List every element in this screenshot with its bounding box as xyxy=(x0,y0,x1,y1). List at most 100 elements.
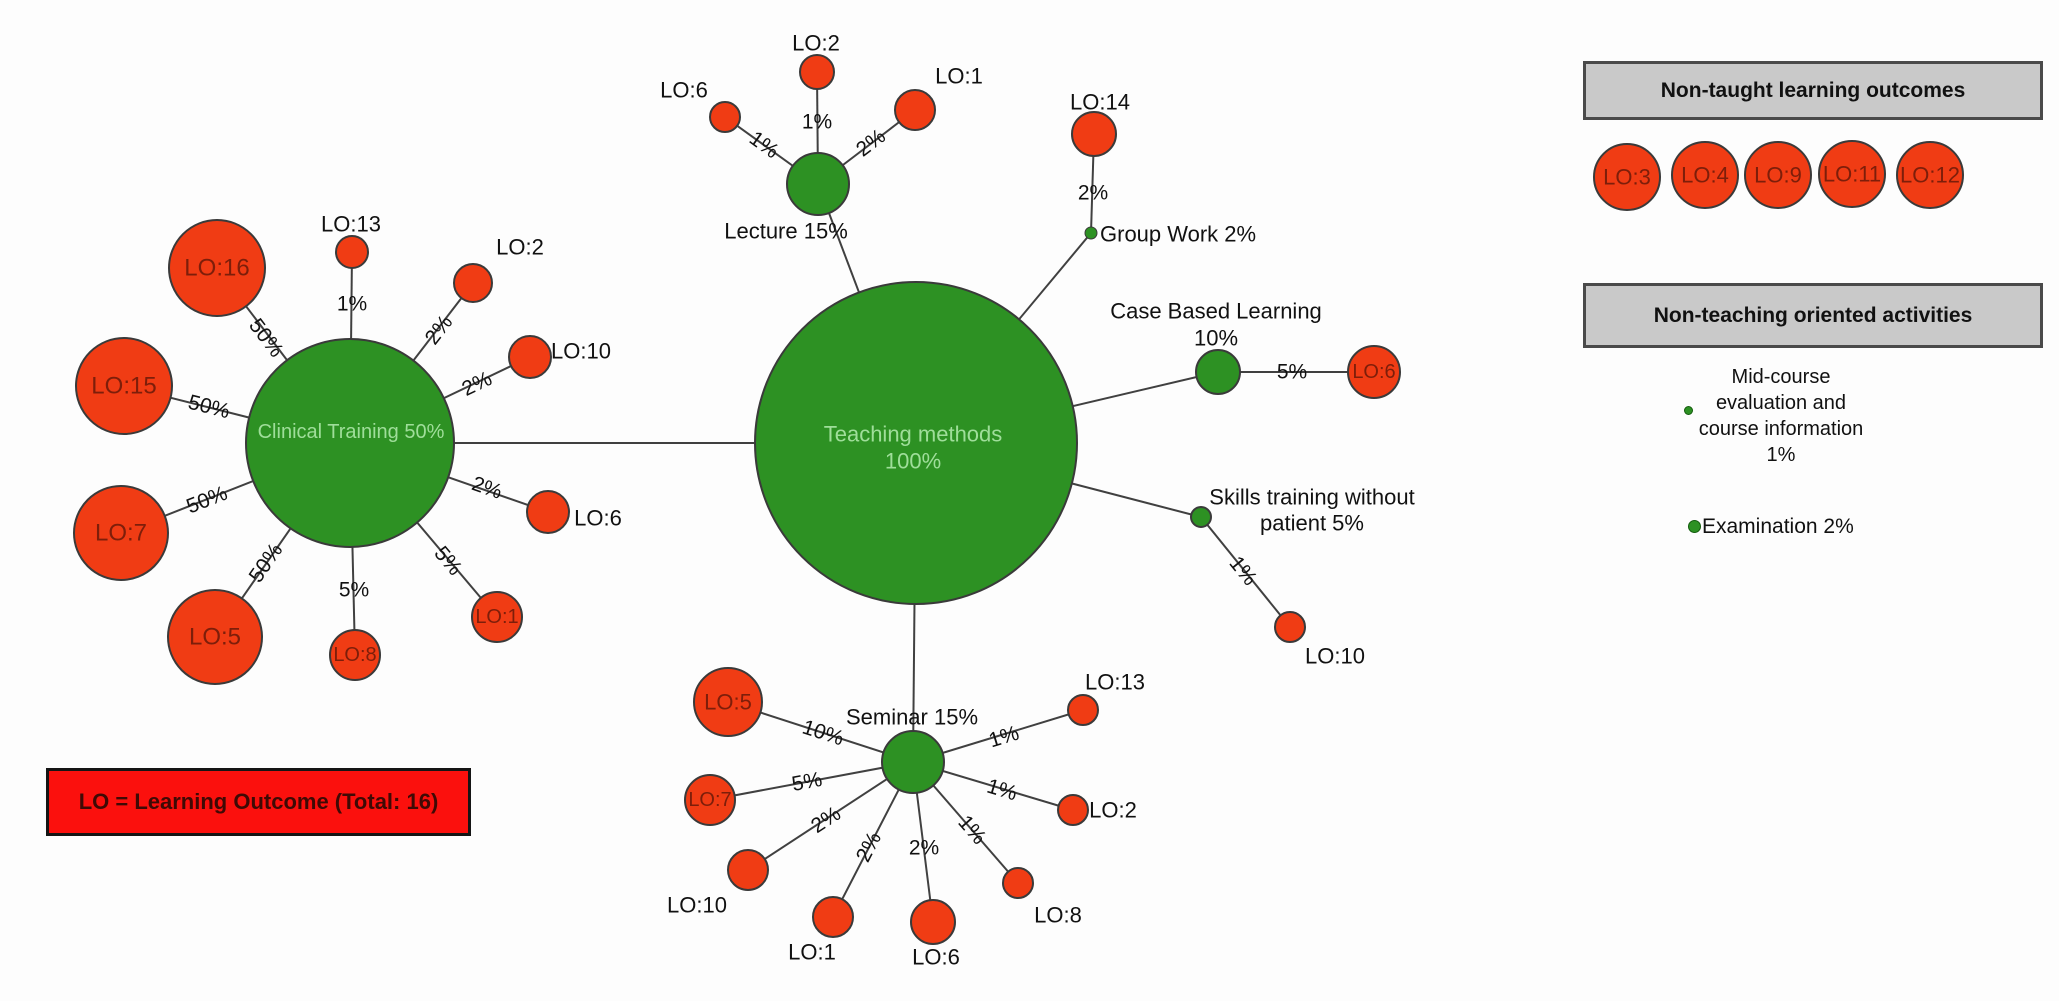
node-label-clinical-training: Clinical Training 50% xyxy=(258,421,445,443)
node-label-seminar-lo6: LO:6 xyxy=(912,945,960,970)
edge-label-clinical-training--clinical-lo10: 2% xyxy=(458,367,495,401)
node-label-nontaught-lo11: LO:11 xyxy=(1823,162,1881,187)
non-teaching-activities-title: Non-teaching oriented activities xyxy=(1653,303,1973,327)
node-label-nontaught-lo3: LO:3 xyxy=(1603,165,1651,190)
node-label-teaching-methods-1: Teaching methods xyxy=(824,422,1003,447)
node-label-seminar-lo13: LO:13 xyxy=(1085,670,1145,695)
edge-label-clinical-training--clinical-lo7: 50% xyxy=(183,482,231,519)
edge-label-lecture--lecture-lo1: 2% xyxy=(852,125,890,162)
node-label-skills-training-1: Skills training without xyxy=(1209,485,1414,510)
node-label-nontaught-lo9: LO:9 xyxy=(1754,163,1802,188)
edge-label-group-work--groupwork-lo14: 2% xyxy=(1078,182,1108,205)
edge-label-seminar--seminar-lo8: 1% xyxy=(953,811,990,849)
edge-seminar--seminar-lo7 xyxy=(709,761,914,801)
legend-text: LO = Learning Outcome (Total: 16) xyxy=(78,789,439,814)
node-label-cbl-lo6: LO:6 xyxy=(1352,361,1395,383)
node-lecture-lo6 xyxy=(709,101,741,133)
non-taught-outcomes-header: Non-taught learning outcomes xyxy=(1583,61,2043,120)
node-group-work xyxy=(1084,226,1098,240)
edge-label-seminar--seminar-lo13: 1% xyxy=(986,722,1022,753)
edge-label-seminar--seminar-lo6: 2% xyxy=(909,837,939,860)
non-taught-outcomes-title: Non-taught learning outcomes xyxy=(1660,78,1966,102)
midcourse-evaluation-label: Mid-course evaluation and course informa… xyxy=(1671,364,1891,468)
node-seminar-lo8 xyxy=(1002,867,1034,899)
node-cbl-lo6 xyxy=(1347,345,1401,399)
node-seminar xyxy=(881,730,945,794)
edge-seminar--seminar-lo10 xyxy=(747,761,914,871)
node-clinical-lo1 xyxy=(471,591,523,643)
node-label-teaching-methods-2: 100% xyxy=(885,449,941,474)
node-skills-training xyxy=(1190,506,1212,528)
node-label-lecture-lo1: LO:1 xyxy=(935,64,983,89)
edge-label-clinical-training--clinical-lo6: 2% xyxy=(469,472,505,504)
node-label-seminar-lo1: LO:1 xyxy=(788,940,836,965)
node-skills-lo10 xyxy=(1274,611,1306,643)
edge-label-seminar--seminar-lo5: 10% xyxy=(799,716,846,751)
node-clinical-lo2 xyxy=(453,263,493,303)
node-label-skills-training-2: patient 5% xyxy=(1260,511,1364,536)
node-clinical-training xyxy=(245,338,455,548)
node-seminar-lo10 xyxy=(727,849,769,891)
node-label-group-work: Group Work 2% xyxy=(1100,222,1256,247)
midcourse-evaluation-dot-icon xyxy=(1684,406,1693,415)
node-nontaught-lo3 xyxy=(1593,143,1661,211)
node-label-clinical-lo2: LO:2 xyxy=(496,235,544,260)
node-label-groupwork-lo14: LO:14 xyxy=(1070,90,1130,115)
node-label-clinical-lo10: LO:10 xyxy=(551,339,611,364)
node-nontaught-lo11 xyxy=(1818,140,1886,208)
node-label-seminar-lo10: LO:10 xyxy=(667,893,727,918)
non-teaching-activities-header: Non-teaching oriented activities xyxy=(1583,283,2043,348)
node-clinical-lo10 xyxy=(508,335,552,379)
examination-label: Examination 2% xyxy=(1702,515,1854,538)
node-lecture xyxy=(786,152,850,216)
node-label-clinical-lo15: LO:15 xyxy=(91,373,156,400)
node-label-clinical-lo5: LO:5 xyxy=(189,624,241,651)
edge-label-seminar--seminar-lo1: 2% xyxy=(852,828,886,866)
node-clinical-lo5 xyxy=(167,589,263,685)
legend-box: LO = Learning Outcome (Total: 16) xyxy=(46,768,471,836)
edge-label-clinical-training--clinical-lo16: 50% xyxy=(244,314,288,361)
node-label-seminar-lo5: LO:5 xyxy=(704,690,752,715)
node-label-case-based-learning-1: Case Based Learning xyxy=(1110,299,1322,324)
node-clinical-lo6 xyxy=(526,490,570,534)
edge-label-lecture--lecture-lo6: 1% xyxy=(745,127,783,163)
node-label-seminar-lo7: LO:7 xyxy=(688,789,731,811)
node-label-case-based-learning-2: 10% xyxy=(1194,326,1238,351)
node-label-skills-lo10: LO:10 xyxy=(1305,644,1365,669)
midcourse-line-2: evaluation and xyxy=(1715,392,1847,414)
node-seminar-lo5 xyxy=(693,667,763,737)
node-label-nontaught-lo12: LO:12 xyxy=(1900,163,1960,188)
node-label-clinical-lo16: LO:16 xyxy=(184,255,249,282)
node-label-clinical-lo1: LO:1 xyxy=(475,606,518,628)
node-case-based-learning xyxy=(1195,349,1241,395)
node-clinical-lo16 xyxy=(168,219,266,317)
node-label-lecture: Lecture 15% xyxy=(724,219,848,244)
node-nontaught-lo12 xyxy=(1896,141,1964,209)
edge-label-clinical-training--clinical-lo5: 50% xyxy=(245,539,288,587)
node-label-clinical-lo6: LO:6 xyxy=(574,506,622,531)
edge-label-seminar--seminar-lo7: 5% xyxy=(790,768,824,796)
node-label-seminar-lo8: LO:8 xyxy=(1034,903,1082,928)
edge-label-case-based-learning--cbl-lo6: 5% xyxy=(1277,361,1307,384)
node-teaching-methods xyxy=(754,281,1078,605)
edge-skills-training--skills-lo10 xyxy=(1200,516,1291,628)
node-label-seminar-lo2: LO:2 xyxy=(1089,798,1137,823)
node-seminar-lo6 xyxy=(910,899,956,945)
node-seminar-lo2 xyxy=(1057,794,1089,826)
node-nontaught-lo9 xyxy=(1744,141,1812,209)
node-label-clinical-lo7: LO:7 xyxy=(95,520,147,547)
node-lecture-lo1 xyxy=(894,89,936,131)
edge-label-seminar--seminar-lo10: 2% xyxy=(807,802,845,838)
node-label-lecture-lo2: LO:2 xyxy=(792,31,840,56)
node-seminar-lo13 xyxy=(1067,694,1099,726)
node-clinical-lo7 xyxy=(73,485,169,581)
node-nontaught-lo4 xyxy=(1671,141,1739,209)
node-label-lecture-lo6: LO:6 xyxy=(660,78,708,103)
midcourse-line-3: course information xyxy=(1698,418,1864,440)
node-clinical-lo13 xyxy=(335,235,369,269)
edge-label-clinical-training--clinical-lo8: 5% xyxy=(339,579,369,602)
edge-label-lecture--lecture-lo2: 1% xyxy=(802,111,832,134)
node-lecture-lo2 xyxy=(799,54,835,90)
edge-label-clinical-training--clinical-lo13: 1% xyxy=(337,293,367,316)
